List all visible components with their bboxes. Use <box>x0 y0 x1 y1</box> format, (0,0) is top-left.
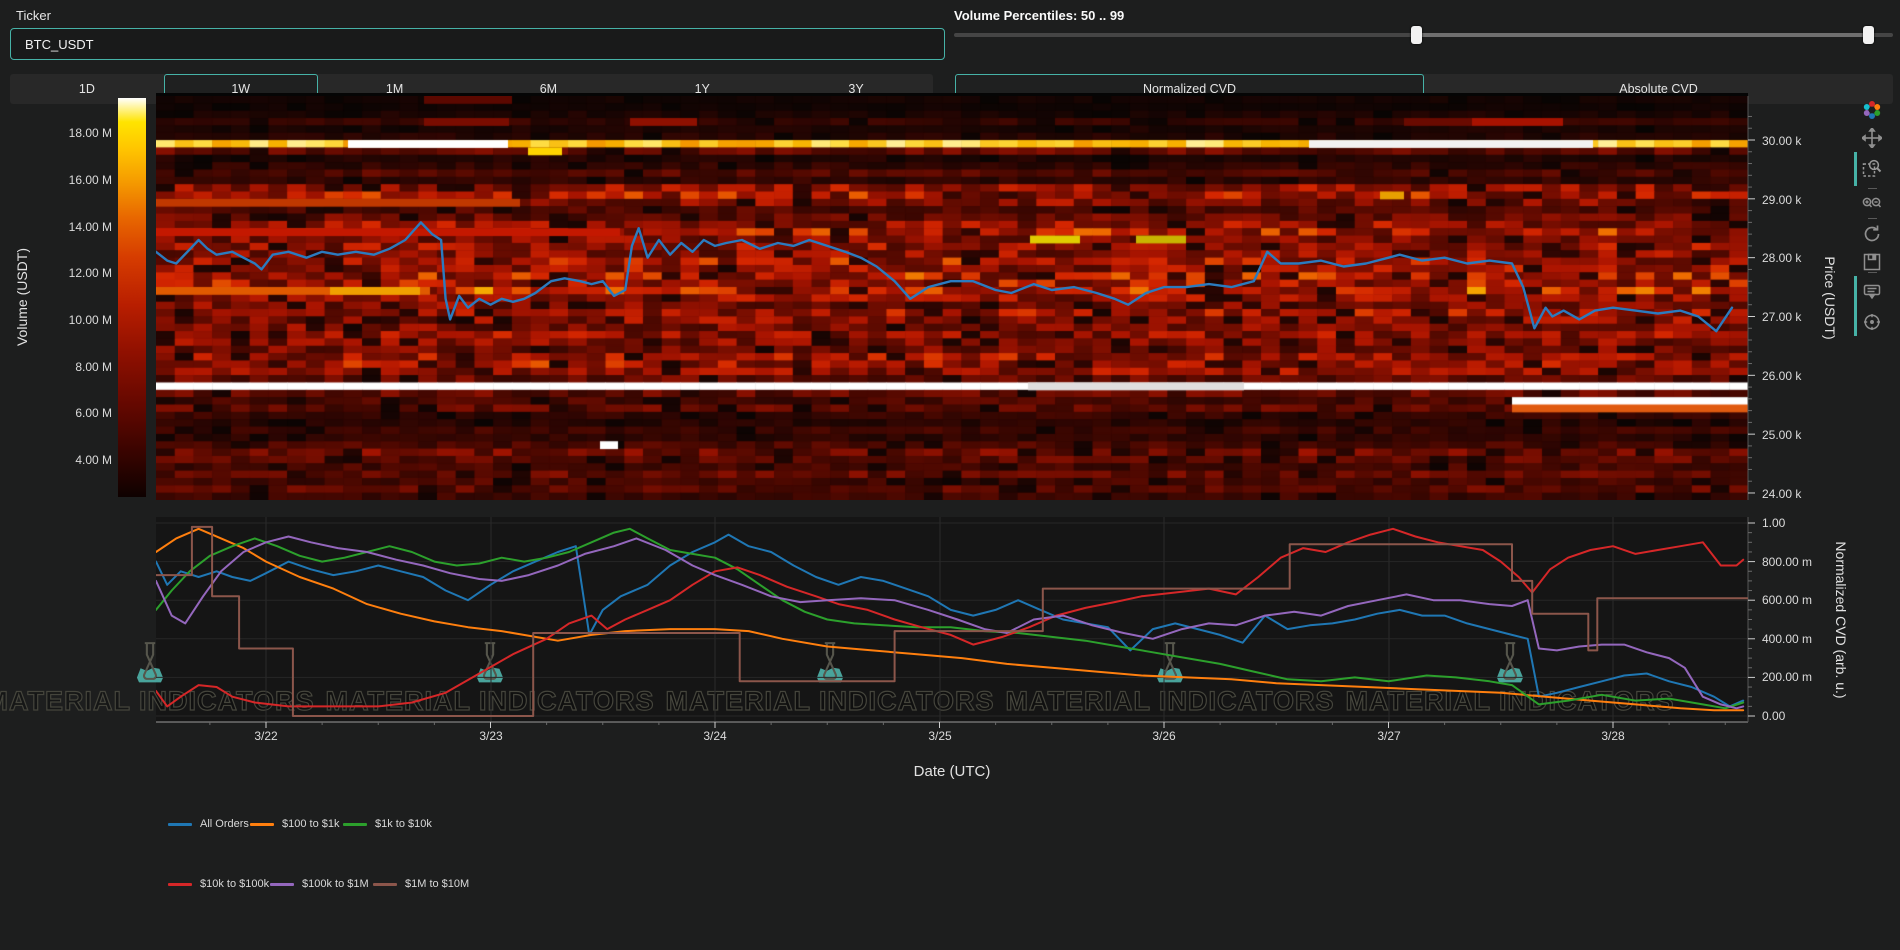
slider-selected-range[interactable] <box>1415 33 1868 37</box>
legend-item--10k-to-100k[interactable]: $10k to $100k <box>168 878 269 890</box>
slider-handle-high[interactable] <box>1862 26 1874 44</box>
cvd-tick-label: 800.00 m <box>1762 555 1813 569</box>
volume-heatmap-canvas[interactable] <box>156 96 1748 500</box>
legend-label: $10k to $100k <box>200 878 270 890</box>
price-axis-title: Price (USDT) <box>1822 256 1838 340</box>
timeframe-button-1d[interactable]: 1D <box>78 82 95 96</box>
date-tick-label: 3/22 <box>254 729 278 743</box>
cvd-axis-title: Normalized CVD (arb. u.) <box>1833 541 1849 699</box>
cvd-tick-label: 600.00 m <box>1762 593 1813 607</box>
date-tick-label: 3/28 <box>1601 729 1625 743</box>
modebar-separator <box>1868 218 1877 219</box>
timeframe-button-6m[interactable]: 6M <box>539 82 558 96</box>
cvd-tick-label: 200.00 m <box>1762 670 1813 684</box>
volume-tick-label: 14.00 M <box>68 220 112 234</box>
cvd-subplot-area[interactable] <box>156 517 1748 722</box>
slider-handle-low[interactable] <box>1410 26 1422 44</box>
timeframe-button-1m[interactable]: 1M <box>385 82 404 96</box>
volume-tick-label: 18.00 M <box>68 126 112 140</box>
cvd-tick-label: 0.00 <box>1762 709 1786 723</box>
ticker-label: Ticker <box>16 8 51 23</box>
legend-item--1k-to-10k[interactable]: $1k to $10k <box>343 818 432 830</box>
legend-item--1m-to-10m[interactable]: $1M to $10M <box>373 878 469 890</box>
price-tick-label: 27.00 k <box>1762 310 1802 324</box>
legend-label: All Orders <box>200 818 249 830</box>
reset-axes-icon[interactable] <box>1862 224 1882 244</box>
legend: All Orders $100 to $1k $1k to $10k $10k to … <box>156 810 856 910</box>
legend-item--100-to-1k[interactable]: $100 to $1k <box>250 818 340 830</box>
legend-swatch <box>168 882 192 886</box>
hover-closest-icon[interactable] <box>1862 282 1882 302</box>
volume-tick-label: 6.00 M <box>75 406 112 420</box>
volume-axis-title: Volume (USDT) <box>14 247 30 347</box>
zoom-in-out-icon[interactable] <box>1862 194 1882 214</box>
date-tick-label: 3/27 <box>1377 729 1401 743</box>
modebar-active-indicator <box>1854 276 1857 336</box>
toggle-spikelines-icon[interactable] <box>1862 312 1882 332</box>
volume-percentiles-label: Volume Percentiles: 50 .. 99 <box>954 8 1125 23</box>
cvd-button-absolute-cvd[interactable]: Absolute CVD <box>1619 82 1698 96</box>
cvd-tick-label: 400.00 m <box>1762 632 1813 646</box>
legend-swatch <box>250 822 274 826</box>
volume-tick-label: 12.00 M <box>68 266 112 280</box>
modebar-active-indicator <box>1854 152 1857 186</box>
modebar-separator <box>1868 188 1877 189</box>
legend-swatch <box>343 822 367 826</box>
date-tick-label: 3/24 <box>703 729 727 743</box>
timeframe-button-3y[interactable]: 3Y <box>848 82 864 96</box>
legend-swatch <box>373 882 397 886</box>
legend-label: $100 to $1k <box>282 818 340 830</box>
price-tick-label: 28.00 k <box>1762 251 1802 265</box>
volume-colorbar <box>118 98 146 497</box>
legend-label: $1k to $10k <box>375 818 432 830</box>
save-snapshot-icon[interactable] <box>1862 252 1882 272</box>
price-tick-label: 30.00 k <box>1762 134 1802 148</box>
legend-swatch <box>168 822 192 826</box>
date-tick-label: 3/25 <box>928 729 952 743</box>
price-tick-label: 25.00 k <box>1762 428 1802 442</box>
price-tick-label: 24.00 k <box>1762 487 1802 501</box>
volume-tick-label: 16.00 M <box>68 173 112 187</box>
legend-swatch <box>270 882 294 886</box>
volume-tick-label: 10.00 M <box>68 313 112 327</box>
price-tick-label: 29.00 k <box>1762 193 1802 207</box>
cvd-tick-label: 1.00 <box>1762 516 1786 530</box>
ticker-input[interactable] <box>10 28 945 60</box>
legend-item--100k-to-1m[interactable]: $100k to $1M <box>270 878 369 890</box>
legend-item-all-orders[interactable]: All Orders <box>168 818 249 830</box>
timeframe-button-1y[interactable]: 1Y <box>694 82 710 96</box>
modebar-separator <box>1868 272 1877 273</box>
volume-percentiles-slider[interactable] <box>954 24 1893 46</box>
volume-tick-label: 4.00 M <box>75 453 112 467</box>
volume-tick-label: 8.00 M <box>75 360 112 374</box>
legend-label: $100k to $1M <box>302 878 369 890</box>
plotly-logo-icon[interactable] <box>1862 100 1882 120</box>
legend-label: $1M to $10M <box>405 878 470 890</box>
date-tick-label: 3/26 <box>1152 729 1176 743</box>
date-tick-label: 3/23 <box>479 729 503 743</box>
date-axis-title: Date (UTC) <box>913 763 991 780</box>
box-zoom-icon[interactable] <box>1862 158 1882 178</box>
price-tick-label: 26.00 k <box>1762 369 1802 383</box>
pan-icon[interactable] <box>1860 126 1884 150</box>
